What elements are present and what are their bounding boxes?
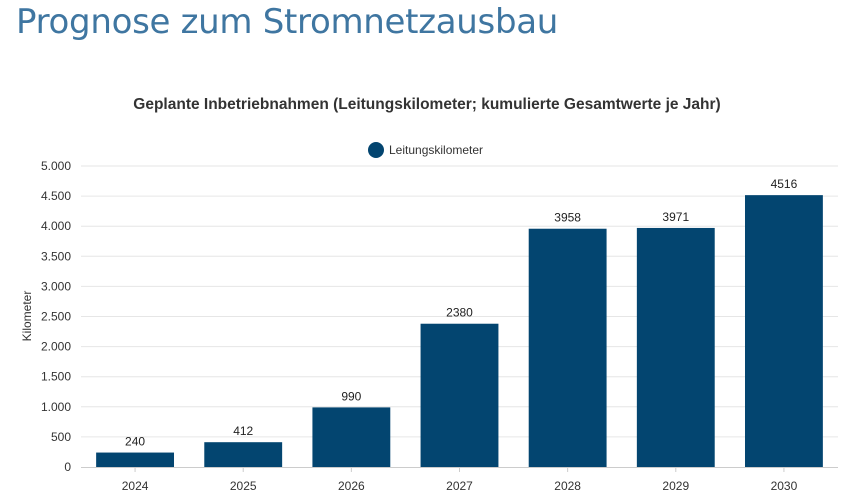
legend-label[interactable]: Leitungskilometer — [389, 143, 483, 157]
bar-2030[interactable] — [744, 195, 823, 468]
y-axis-title: Kilometer — [20, 291, 34, 342]
data-labels: 240 412 990 2380 3958 3971 4516 — [125, 177, 798, 448]
y-tick-label: 4.000 — [41, 219, 71, 233]
x-tick-label-2028: 2028 — [554, 479, 581, 493]
y-tick-label: 3.000 — [41, 279, 71, 293]
x-tick-label-2030: 2030 — [771, 479, 798, 493]
chart-title: Geplante Inbetriebnahmen (Leitungskilome… — [133, 96, 720, 113]
x-tick-label-2025: 2025 — [230, 479, 257, 493]
x-axis-ticks: 2024 2025 2026 2027 2028 2029 2030 — [122, 467, 798, 493]
y-tick-label: 3.500 — [41, 249, 71, 263]
data-label-2027: 2380 — [446, 306, 473, 320]
x-tick-label-2026: 2026 — [338, 479, 365, 493]
legend-marker[interactable] — [368, 142, 384, 158]
page-heading: Prognose zum Stromnetzausbau — [16, 2, 559, 42]
y-tick-label: 2.000 — [41, 340, 71, 354]
bar-2027[interactable] — [420, 323, 499, 467]
y-axis-ticks: 0 500 1.000 1.500 2.000 2.500 3.000 3.500 4.000 4… — [41, 159, 71, 474]
x-tick-label-2029: 2029 — [662, 479, 689, 493]
bar-2025[interactable] — [204, 442, 283, 467]
y-tick-label: 5.000 — [41, 159, 71, 173]
y-tick-label: 0 — [64, 460, 71, 474]
data-label-2028: 3958 — [554, 211, 581, 225]
x-tick-label-2024: 2024 — [122, 479, 149, 493]
bars — [96, 195, 823, 468]
x-tick-label-2027: 2027 — [446, 479, 473, 493]
bar-2024[interactable] — [96, 452, 175, 467]
legend[interactable]: Leitungskilometer — [368, 142, 483, 158]
data-label-2029: 3971 — [662, 210, 689, 224]
data-label-2026: 990 — [341, 389, 361, 403]
y-tick-label: 1.500 — [41, 370, 71, 384]
data-label-2025: 412 — [233, 424, 253, 438]
bar-2028[interactable] — [528, 228, 607, 467]
bar-2026[interactable] — [312, 407, 391, 467]
y-tick-label: 2.500 — [41, 310, 71, 324]
y-tick-label: 4.500 — [41, 189, 71, 203]
data-label-2024: 240 — [125, 435, 145, 449]
data-label-2030: 4516 — [771, 177, 798, 191]
bar-2029[interactable] — [636, 227, 715, 467]
y-tick-label: 1.000 — [41, 400, 71, 414]
y-tick-label: 500 — [51, 430, 71, 444]
